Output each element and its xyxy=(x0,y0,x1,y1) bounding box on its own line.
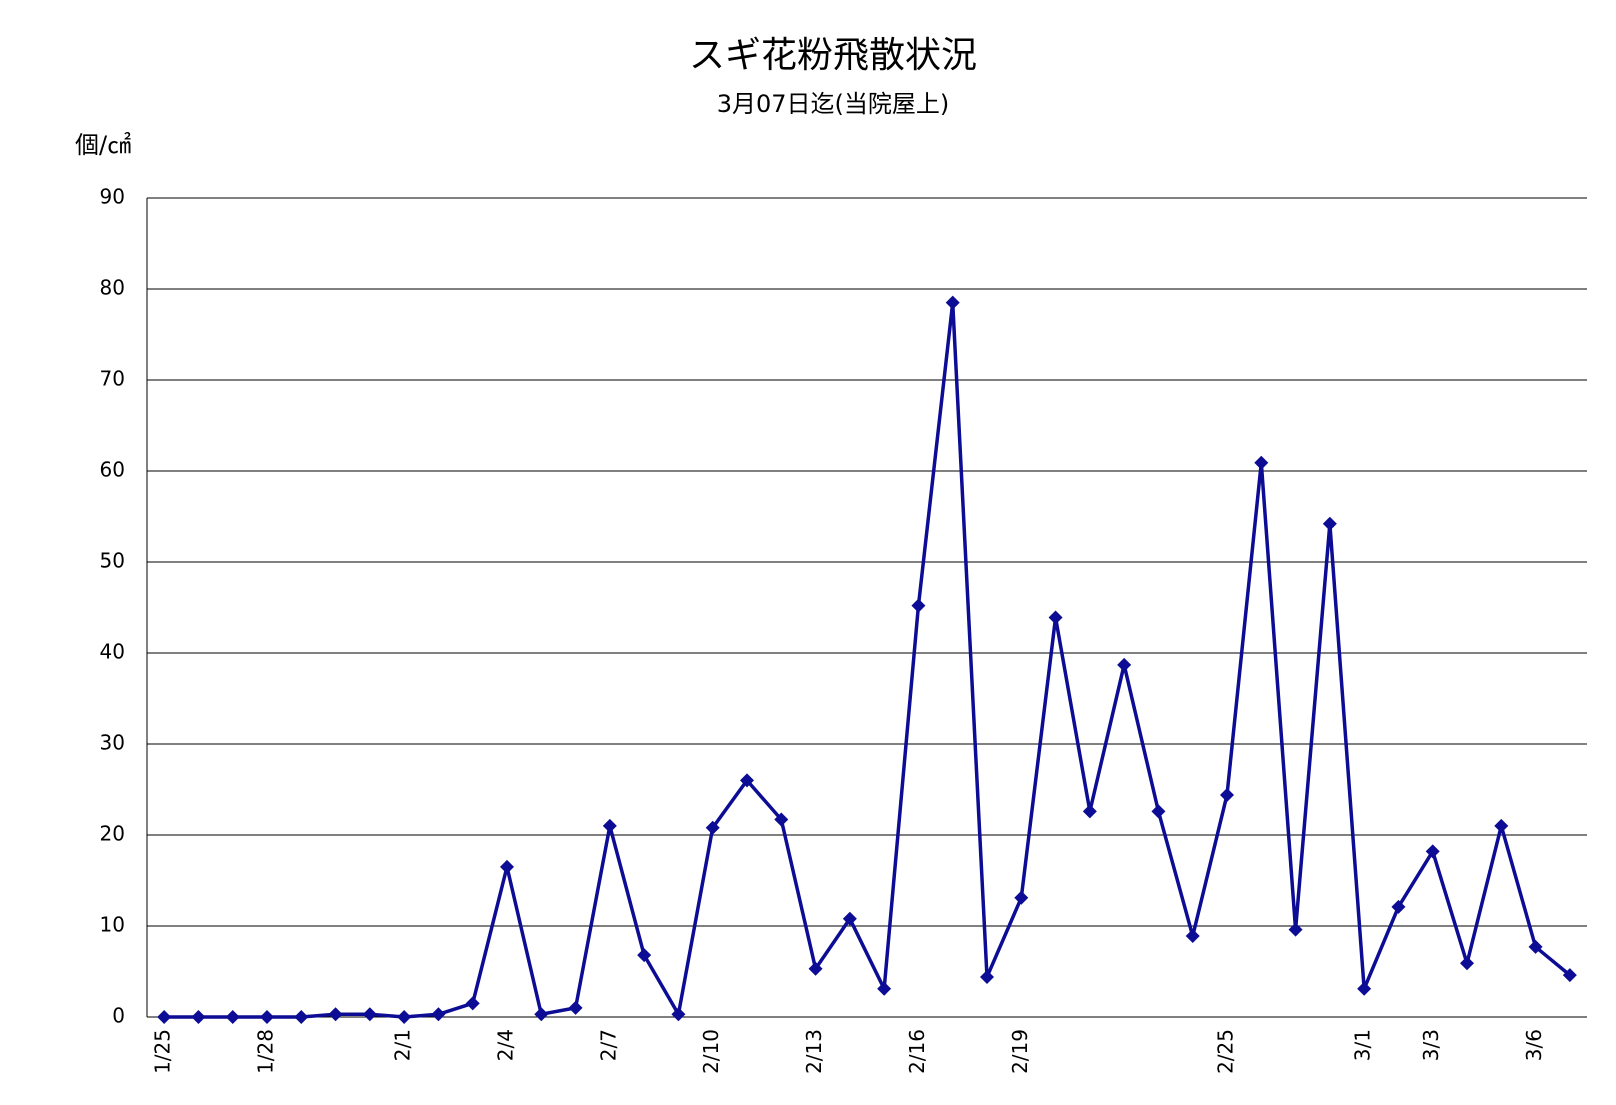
y-tick-label: 90 xyxy=(100,185,125,209)
y-tick-label: 0 xyxy=(112,1004,125,1028)
data-point xyxy=(671,1007,686,1022)
y-tick-label: 20 xyxy=(100,822,125,846)
data-point xyxy=(1288,922,1303,937)
y-tick-label: 80 xyxy=(100,276,125,300)
data-point xyxy=(225,1010,240,1024)
y-tick-label: 30 xyxy=(100,731,125,755)
chart-title: スギ花粉飛散状況 xyxy=(689,35,977,76)
data-point xyxy=(1562,968,1577,983)
x-tick-label: 3/6 xyxy=(1522,1029,1546,1061)
x-tick-label: 2/7 xyxy=(596,1029,620,1061)
data-line xyxy=(164,302,1571,1020)
data-point xyxy=(1494,818,1509,833)
data-point xyxy=(397,1010,412,1024)
data-point xyxy=(705,820,720,835)
y-tick-label: 60 xyxy=(100,458,125,482)
data-point xyxy=(1460,956,1474,971)
data-point xyxy=(945,295,960,310)
x-tick-label: 3/1 xyxy=(1351,1029,1375,1061)
data-point xyxy=(842,911,857,926)
x-tick-label: 2/25 xyxy=(1214,1029,1238,1074)
data-point xyxy=(568,1000,583,1015)
data-point xyxy=(1391,899,1406,914)
x-tick-label: 2/1 xyxy=(391,1029,415,1061)
data-point xyxy=(877,981,892,996)
data-point xyxy=(1117,657,1132,672)
data-point xyxy=(328,1007,343,1022)
data-point xyxy=(1151,804,1166,819)
data-point xyxy=(1357,981,1372,996)
x-tick-label: 3/3 xyxy=(1419,1029,1443,1061)
data-point xyxy=(980,969,994,984)
x-tick-label: 2/19 xyxy=(1008,1029,1032,1074)
data-point xyxy=(1220,787,1234,802)
y-tick-label: 40 xyxy=(100,640,125,664)
y-tick-label: 70 xyxy=(100,367,125,391)
x-tick-label: 2/4 xyxy=(494,1029,518,1061)
data-point xyxy=(911,598,926,613)
data-point xyxy=(191,1010,206,1024)
data-point xyxy=(1082,804,1097,819)
data-point xyxy=(534,1007,549,1022)
data-point xyxy=(808,961,823,976)
y-tick-label: 50 xyxy=(100,549,125,573)
x-tick-label: 2/16 xyxy=(905,1029,929,1074)
data-point xyxy=(362,1007,377,1022)
data-point xyxy=(260,1010,274,1024)
data-point xyxy=(1185,929,1200,944)
data-point xyxy=(1048,610,1063,625)
data-point xyxy=(500,859,514,874)
data-point xyxy=(740,773,754,788)
data-point xyxy=(294,1010,309,1024)
data-point xyxy=(637,948,652,963)
data-point xyxy=(1322,516,1337,531)
data-point xyxy=(602,818,617,833)
data-point xyxy=(774,812,789,827)
x-tick-label: 2/13 xyxy=(802,1029,826,1074)
y-tick-label: 10 xyxy=(100,913,125,937)
data-point xyxy=(157,1010,172,1024)
x-tick-label: 1/25 xyxy=(151,1029,175,1074)
data-point xyxy=(1425,844,1440,859)
y-axis-label: 個/㎠ xyxy=(75,131,131,159)
data-point xyxy=(431,1007,446,1022)
x-tick-label: 2/10 xyxy=(699,1029,723,1074)
x-tick-label: 1/28 xyxy=(254,1029,278,1074)
chart-subtitle: 3月07日迄(当院屋上) xyxy=(717,90,950,118)
data-point xyxy=(465,996,480,1011)
data-point xyxy=(1254,455,1269,470)
data-point xyxy=(1014,890,1029,905)
data-point xyxy=(1528,939,1543,954)
